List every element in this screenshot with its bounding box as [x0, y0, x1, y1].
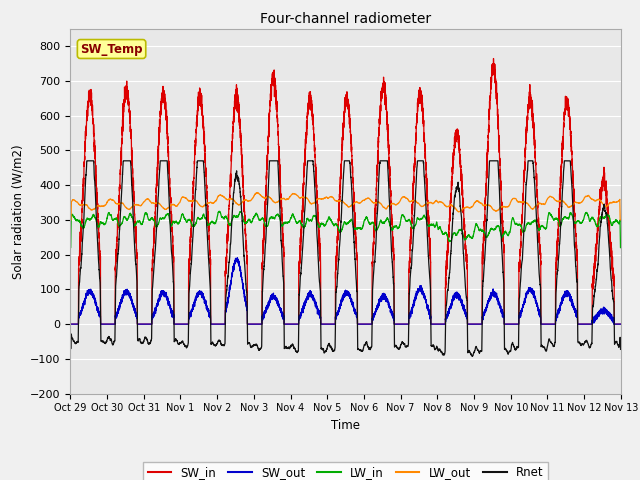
Rnet — [253, 344, 261, 349]
SW_in — [594, 228, 602, 233]
SW_out — [327, 321, 335, 327]
SW_out — [469, 321, 477, 327]
SW_in — [587, 321, 595, 327]
LW_in — [327, 217, 335, 223]
SW_in — [67, 321, 74, 327]
LW_in — [216, 208, 223, 214]
Rnet — [617, 339, 625, 345]
SW_in — [469, 321, 477, 327]
SW_out — [253, 321, 261, 327]
SW_in — [253, 321, 261, 327]
LW_in — [67, 245, 74, 251]
LW_in — [594, 223, 602, 229]
LW_in — [469, 234, 477, 240]
LW_in — [617, 245, 625, 251]
LW_out — [67, 217, 74, 223]
Line: LW_out: LW_out — [70, 192, 621, 220]
Text: SW_Temp: SW_Temp — [80, 43, 143, 56]
LW_in — [253, 213, 261, 218]
LW_out — [327, 194, 335, 200]
Rnet — [594, 263, 602, 269]
Rnet — [468, 353, 476, 359]
Rnet — [83, 158, 91, 164]
SW_out — [484, 298, 492, 304]
Line: SW_in: SW_in — [70, 59, 621, 324]
LW_out — [587, 195, 595, 201]
LW_out — [253, 190, 261, 195]
LW_out — [484, 202, 492, 208]
Rnet — [327, 344, 335, 349]
Line: LW_in: LW_in — [70, 211, 621, 248]
LW_out — [469, 203, 477, 209]
Y-axis label: Solar radiation (W/m2): Solar radiation (W/m2) — [12, 144, 24, 278]
SW_in — [490, 56, 497, 61]
SW_out — [67, 321, 74, 327]
SW_out — [594, 313, 602, 319]
SW_out — [234, 255, 241, 261]
SW_in — [484, 134, 492, 140]
LW_in — [484, 232, 492, 238]
SW_in — [327, 321, 335, 327]
Line: SW_out: SW_out — [70, 258, 621, 324]
Legend: SW_in, SW_out, LW_in, LW_out, Rnet: SW_in, SW_out, LW_in, LW_out, Rnet — [143, 461, 548, 480]
LW_in — [587, 216, 595, 222]
SW_in — [617, 321, 625, 327]
Line: Rnet: Rnet — [70, 161, 621, 356]
LW_out — [594, 197, 602, 203]
SW_out — [617, 321, 625, 327]
SW_out — [587, 321, 595, 327]
Rnet — [469, 353, 477, 359]
LW_out — [617, 217, 625, 223]
X-axis label: Time: Time — [331, 419, 360, 432]
Rnet — [484, 182, 492, 188]
Title: Four-channel radiometer: Four-channel radiometer — [260, 12, 431, 26]
Rnet — [67, 335, 74, 341]
LW_out — [253, 190, 261, 195]
Rnet — [587, 341, 595, 347]
